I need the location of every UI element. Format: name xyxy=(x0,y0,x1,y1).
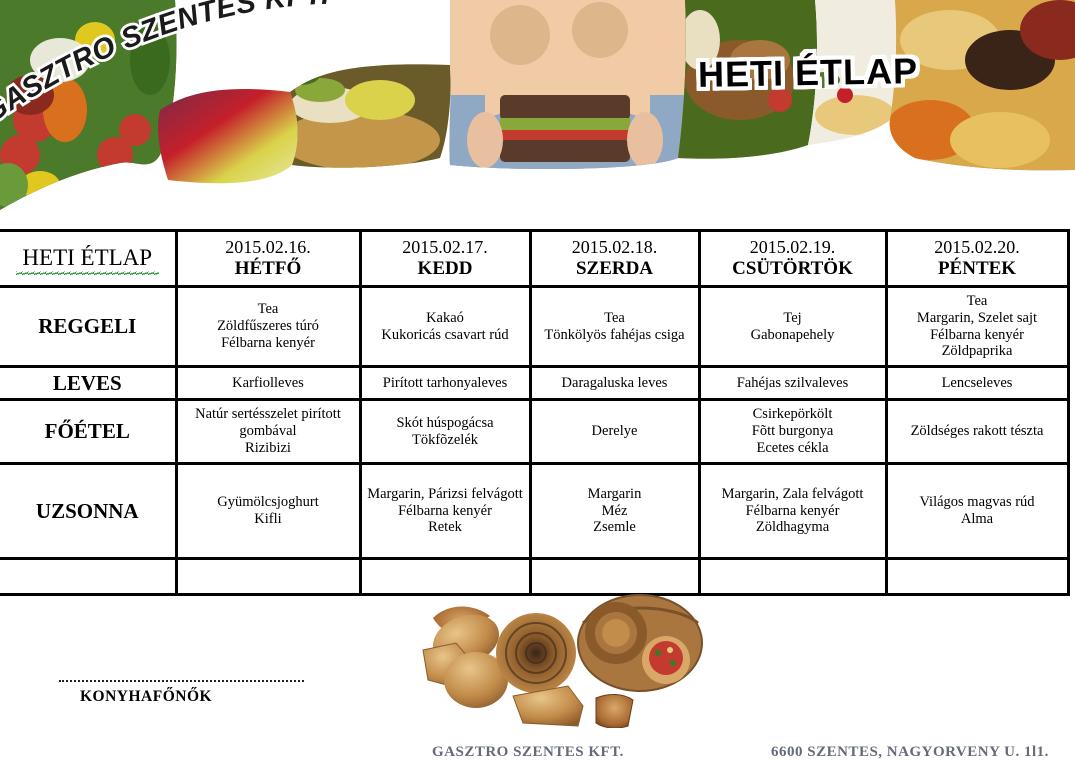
svg-text:GASZTRO SZENTES KFT.: GASZTRO SZENTES KFT. xyxy=(0,0,330,130)
